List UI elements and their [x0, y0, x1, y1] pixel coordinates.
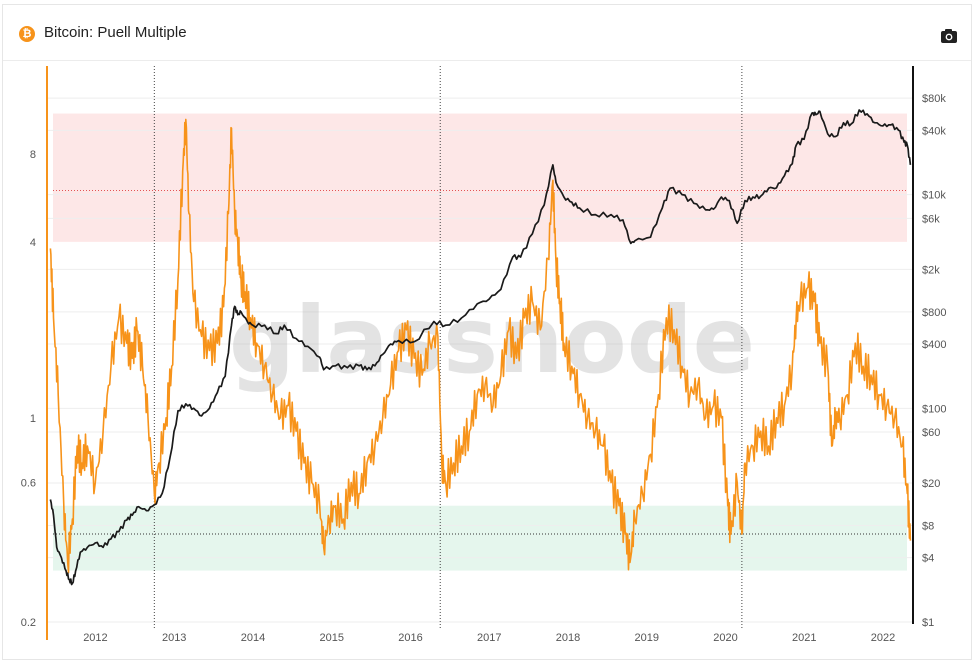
chart-header: ₿ Bitcoin: Puell Multiple [3, 5, 971, 61]
chart-title: Bitcoin: Puell Multiple [44, 24, 187, 41]
x-tick-label: 2020 [713, 632, 737, 644]
right-tick-label: $40k [922, 125, 946, 137]
right-tick-label: $2k [922, 264, 940, 276]
right-tick-label: $8 [922, 521, 934, 533]
right-tick-label: $20 [922, 478, 940, 490]
x-tick-label: 2019 [635, 632, 659, 644]
left-tick-label: 1 [30, 413, 36, 425]
glassnode-watermark: glassnode [229, 287, 755, 394]
x-tick-label: 2021 [792, 632, 816, 644]
right-tick-label: $60 [922, 427, 940, 439]
x-tick-label: 2013 [162, 632, 186, 644]
camera-icon[interactable] [939, 27, 959, 45]
left-tick-label: 0.2 [21, 617, 36, 629]
right-tick-label: $400 [922, 339, 946, 351]
right-tick-label: $1 [922, 617, 934, 629]
right-tick-label: $4 [922, 553, 934, 565]
right-tick-label: $10k [922, 190, 946, 202]
right-tick-label: $6k [922, 213, 940, 225]
bitcoin-logo-icon: ₿ [19, 26, 35, 42]
x-tick-label: 2012 [83, 632, 107, 644]
red-band [53, 113, 907, 242]
x-tick-label: 2017 [477, 632, 501, 644]
x-tick-label: 2022 [871, 632, 895, 644]
left-tick-label: 8 [30, 149, 36, 161]
right-tick-label: $800 [922, 307, 946, 319]
x-tick-label: 2014 [241, 632, 265, 644]
left-tick-label: 4 [30, 237, 36, 249]
x-tick-label: 2018 [556, 632, 580, 644]
btc-price-line [49, 109, 912, 586]
right-tick-label: $80k [922, 93, 946, 105]
x-tick-label: 2016 [398, 632, 422, 644]
right-tick-label: $100 [922, 403, 946, 415]
left-tick-label: 0.6 [21, 478, 36, 490]
green-band [53, 505, 907, 571]
puell-multiple-line [49, 118, 912, 574]
x-tick-label: 2015 [319, 632, 343, 644]
